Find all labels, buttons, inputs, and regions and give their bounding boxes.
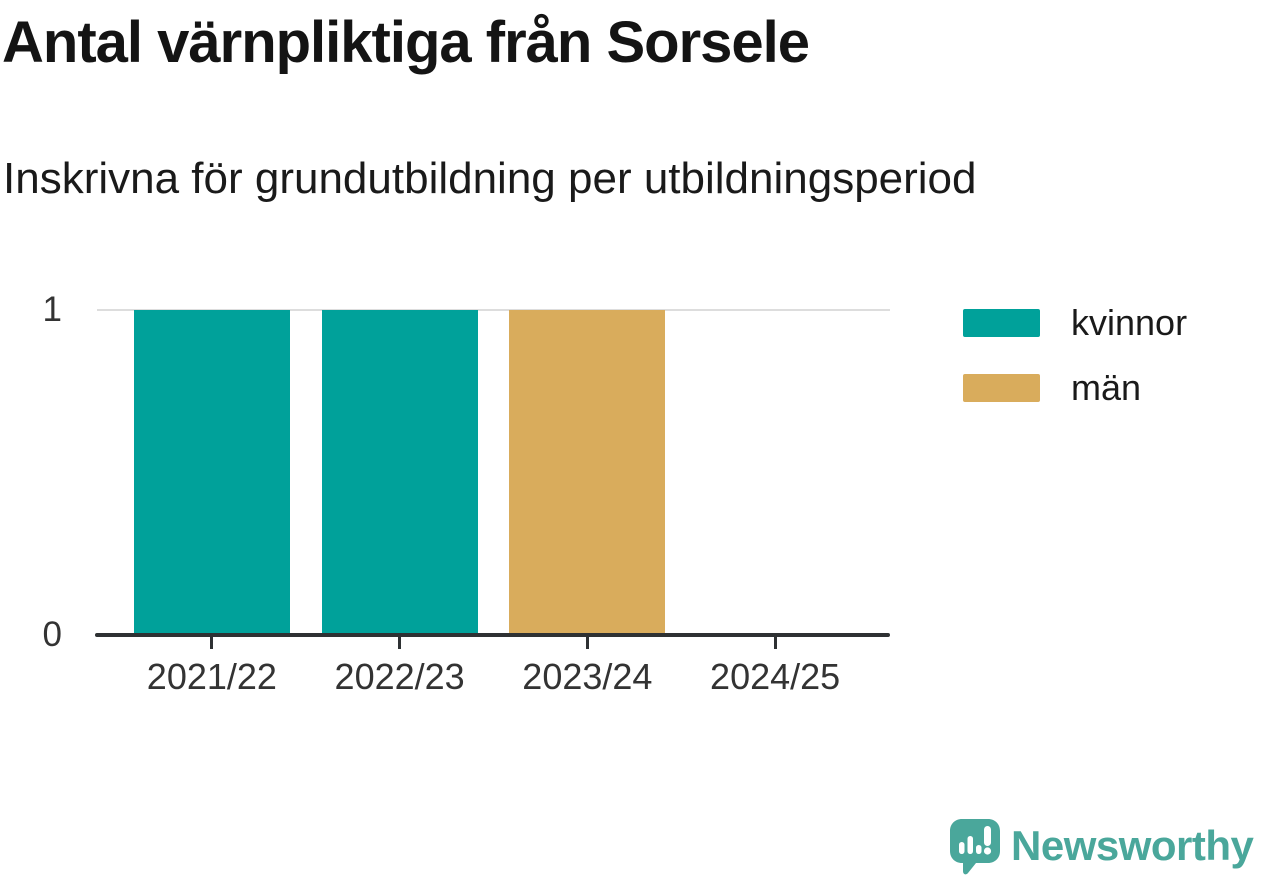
footer-brand: Newsworthy xyxy=(948,817,1254,875)
x-axis-ticks xyxy=(118,637,869,650)
x-tick-slot-2021/22 xyxy=(118,637,306,650)
legend-item-män: män xyxy=(963,368,1187,408)
x-tick-2022/23 xyxy=(398,637,402,649)
newsworthy-logo-icon xyxy=(950,819,1000,875)
x-tick-2024/25 xyxy=(773,637,777,649)
x-axis-label-2022/23: 2022/23 xyxy=(334,656,465,697)
x-tick-2021/22 xyxy=(210,637,214,649)
legend-label-män: män xyxy=(1071,367,1142,408)
x-axis-labels: 2021/22 2022/23 2023/24 2024/25 xyxy=(118,655,869,699)
gridline-y1 xyxy=(97,309,890,311)
x-tick-slot-2022/23 xyxy=(306,637,494,650)
bar-kvinnor-2021/22 xyxy=(133,310,290,633)
legend-label-kvinnor: kvinnor xyxy=(1071,302,1188,343)
x-tick-slot-2024/25 xyxy=(681,637,869,650)
x-tick-slot-2023/24 xyxy=(494,637,682,650)
plot-area xyxy=(118,310,869,633)
y-axis-tick-label-0: 0 xyxy=(42,615,62,654)
y-axis-tick-label-1: 1 xyxy=(42,290,62,329)
x-axis-line xyxy=(95,633,890,637)
chart-subtitle: Inskrivna för grundutbildning per utbild… xyxy=(3,154,977,203)
legend-swatch-män xyxy=(963,374,1040,402)
bar-män-2023/24 xyxy=(509,310,666,633)
legend-swatch-kvinnor xyxy=(963,309,1040,337)
bar-slot-2023/24 xyxy=(494,310,682,633)
legend: kvinnor män xyxy=(963,303,1187,433)
x-axis-label-2021/22: 2021/22 xyxy=(146,656,277,697)
x-axis-label-2024/25: 2024/25 xyxy=(710,656,841,697)
bar-slot-2021/22 xyxy=(118,310,306,633)
x-axis-label-2023/24: 2023/24 xyxy=(522,656,653,697)
legend-item-kvinnor: kvinnor xyxy=(963,303,1187,343)
bar-kvinnor-2022/23 xyxy=(321,310,478,633)
bar-slot-2022/23 xyxy=(306,310,494,633)
chart-title: Antal värnpliktiga från Sorsele xyxy=(2,10,810,75)
x-tick-2023/24 xyxy=(585,637,589,649)
bar-slot-2024/25 xyxy=(681,310,869,633)
brand-name: Newsworthy xyxy=(1011,822,1254,869)
